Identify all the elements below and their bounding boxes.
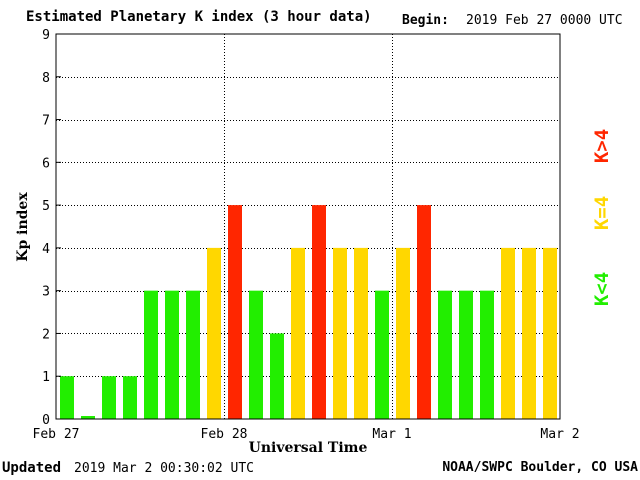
kp-bar bbox=[249, 290, 263, 419]
x-axis-title: Universal Time bbox=[249, 440, 368, 456]
kp-bar bbox=[186, 290, 200, 419]
kp-bar bbox=[81, 416, 95, 419]
legend-item: K>4 bbox=[591, 129, 613, 163]
kp-bar bbox=[522, 247, 536, 419]
y-tick-label: 8 bbox=[42, 71, 50, 86]
legend-item: K=4 bbox=[591, 196, 613, 230]
kp-bar bbox=[207, 247, 221, 419]
grid-lines bbox=[56, 34, 560, 419]
y-tick-label: 6 bbox=[42, 156, 50, 171]
legend: K<4 K=4 K>4 bbox=[591, 129, 613, 306]
kp-bar bbox=[480, 290, 494, 419]
y-tick-label: 0 bbox=[42, 413, 50, 428]
begin-label: Begin: bbox=[402, 13, 449, 28]
kp-bar bbox=[165, 290, 179, 419]
credit-text: NOAA/SWPC Boulder, CO USA bbox=[442, 460, 638, 475]
kp-bar bbox=[270, 333, 284, 419]
y-tick-label: 2 bbox=[42, 327, 50, 342]
updated-label: Updated bbox=[2, 460, 62, 476]
kp-bar bbox=[60, 376, 74, 419]
y-tick-label: 5 bbox=[42, 199, 50, 214]
y-tick-label: 1 bbox=[42, 370, 50, 385]
updated-value: 2019 Mar 2 00:30:02 UTC bbox=[74, 461, 255, 476]
kp-bar bbox=[333, 247, 347, 419]
kp-bar bbox=[354, 247, 368, 419]
kp-bar bbox=[501, 247, 515, 419]
legend-item: K<4 bbox=[591, 272, 613, 306]
y-tick-label: 7 bbox=[42, 114, 50, 129]
kp-bar bbox=[459, 290, 473, 419]
plot-frame bbox=[55, 33, 561, 420]
kp-bar bbox=[123, 376, 137, 419]
kp-bar bbox=[291, 247, 305, 419]
kp-bar bbox=[375, 290, 389, 419]
bars bbox=[60, 205, 557, 419]
kp-bar bbox=[438, 290, 452, 419]
y-axis-title: Kp index bbox=[15, 192, 31, 262]
kp-bar bbox=[312, 205, 326, 419]
x-tick-label: Feb 28 bbox=[201, 427, 248, 442]
kp-bar bbox=[144, 290, 158, 419]
kp-bar bbox=[417, 205, 431, 419]
kp-bar bbox=[396, 247, 410, 419]
x-tick-label: Mar 1 bbox=[372, 427, 411, 442]
kp-bar bbox=[228, 205, 242, 419]
begin-value: 2019 Feb 27 0000 UTC bbox=[466, 13, 623, 28]
x-tick-label: Mar 2 bbox=[540, 427, 579, 442]
y-tick-label: 9 bbox=[42, 28, 50, 43]
y-tick-label: 4 bbox=[42, 242, 50, 257]
x-tick-label: Feb 27 bbox=[33, 427, 80, 442]
y-tick-label: 3 bbox=[42, 285, 50, 300]
y-ticks: 0 1 2 3 4 5 6 7 8 9 bbox=[42, 28, 61, 428]
chart-title: Estimated Planetary K index (3 hour data… bbox=[26, 9, 372, 25]
x-ticks: Feb 27 Feb 28 Mar 1 Mar 2 bbox=[33, 427, 580, 442]
kp-bar bbox=[543, 247, 557, 419]
kp-bar bbox=[102, 376, 116, 419]
